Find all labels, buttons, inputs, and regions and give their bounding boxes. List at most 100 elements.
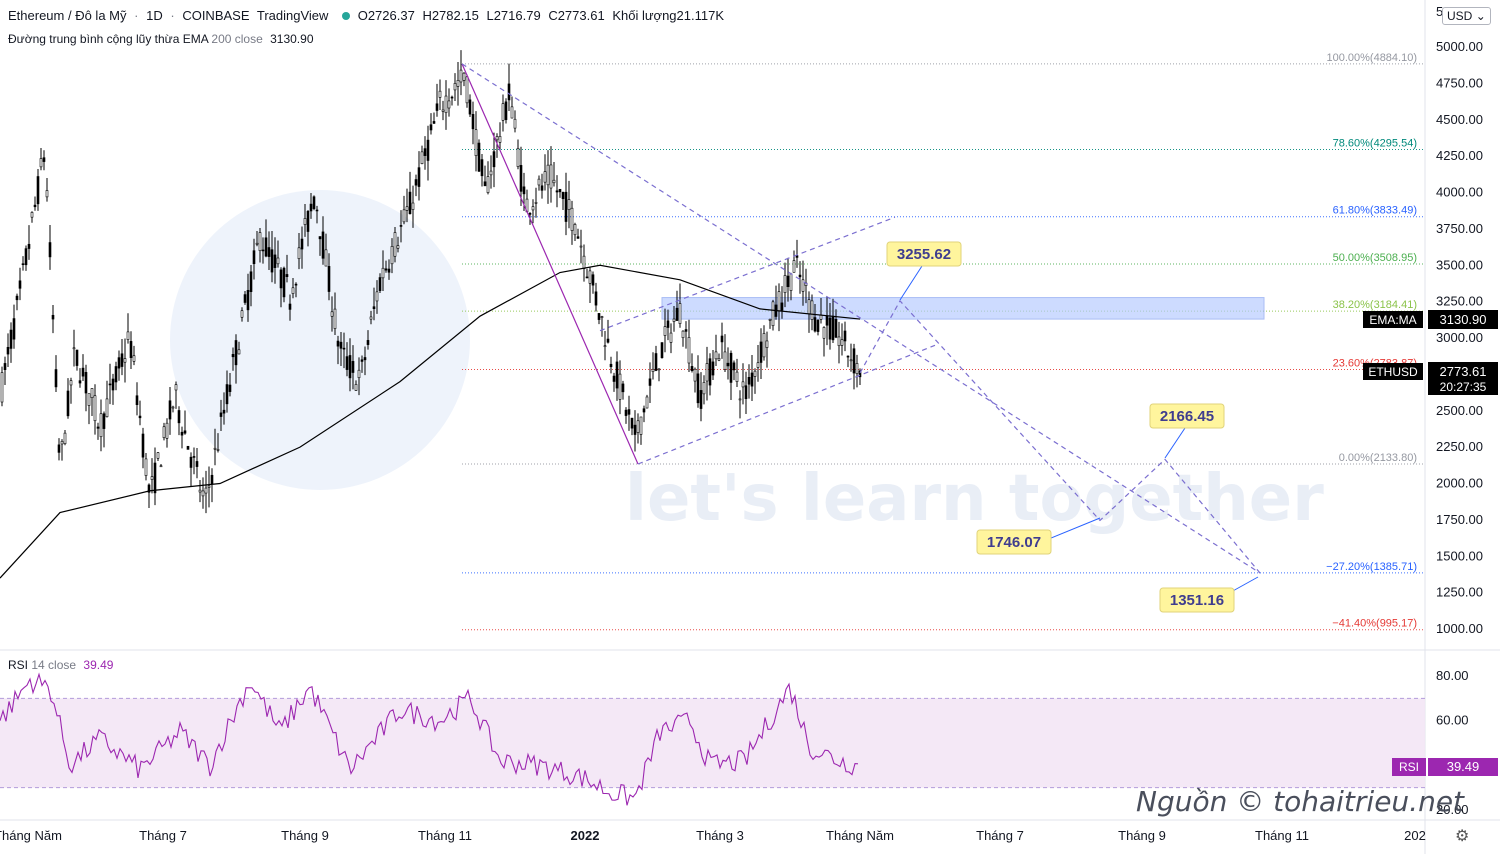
candle-body — [528, 213, 532, 215]
candle-body — [237, 349, 241, 355]
candle-body — [249, 271, 253, 293]
candle-body — [678, 303, 682, 324]
candle-body — [54, 369, 58, 388]
candle-body — [240, 310, 244, 318]
candle-body — [612, 375, 616, 382]
time-axis-label: Tháng 11 — [418, 828, 472, 843]
rsi-tick-label: 60.00 — [1436, 713, 1469, 728]
candle-body — [423, 148, 427, 156]
candle-body — [756, 362, 760, 368]
candle-body — [645, 396, 649, 409]
fib-level-label: −41.40%(995.17) — [1332, 618, 1417, 630]
candle-body — [501, 103, 505, 121]
candle-body — [15, 295, 19, 301]
open-value: 2726.37 — [367, 8, 415, 23]
candle-body — [108, 383, 112, 386]
market-status-icon — [342, 12, 351, 21]
watermark-text: let's learn together — [625, 462, 1324, 536]
candle-body — [648, 378, 652, 386]
candle-body — [195, 461, 199, 467]
time-axis-label: Tháng Năm — [826, 828, 894, 843]
currency-label: USD — [1447, 9, 1473, 23]
candle-body — [840, 339, 844, 346]
symbol-name[interactable]: Ethereum / Đô la Mỹ — [8, 8, 127, 23]
candle-body — [654, 353, 658, 371]
currency-selector[interactable]: USD ⌄ — [1442, 7, 1491, 25]
rsi-band-fill — [0, 698, 1425, 788]
annotation-label: 3255.62 — [897, 246, 951, 263]
candle-body — [441, 109, 445, 112]
candle-body — [852, 348, 856, 374]
candle-body — [264, 237, 268, 257]
last-price-value: 2773.61 — [1440, 364, 1487, 379]
candle-body — [729, 352, 733, 383]
candle-body — [102, 413, 106, 429]
candle-body — [537, 178, 541, 186]
ema-legend[interactable]: Đường trung bình cộng lũy thừa EMA 200 c… — [8, 32, 314, 46]
candle-body — [651, 368, 655, 372]
ema-label: Đường trung bình cộng lũy thừa EMA — [8, 32, 209, 46]
time-axis-label: Tháng 3 — [696, 828, 744, 843]
fib-level-label: 38.20%(3184.41) — [1333, 299, 1417, 311]
low-value: 2716.79 — [493, 8, 541, 23]
last-price-label-bg — [1363, 363, 1423, 380]
price-tick-label: 2500.00 — [1436, 403, 1483, 418]
interval[interactable]: 1D — [146, 8, 163, 23]
candle-body — [369, 316, 373, 320]
candle-body — [162, 426, 166, 438]
price-tick-label: 4750.00 — [1436, 75, 1483, 90]
candle-body — [27, 243, 31, 249]
candle-body — [810, 300, 814, 320]
candle-body — [696, 373, 700, 404]
candle-body — [219, 412, 223, 417]
rsi-legend[interactable]: RSI 14 close 39.49 — [8, 658, 113, 672]
candle-body — [177, 410, 181, 424]
candle-body — [567, 199, 571, 210]
candle-body — [51, 314, 55, 320]
time-axis-label: Tháng 9 — [1118, 828, 1166, 843]
candle-body — [720, 335, 724, 343]
price-tick-label: 1250.00 — [1436, 585, 1483, 600]
candle-body — [636, 420, 640, 433]
annotation-label: 2166.45 — [1160, 408, 1214, 425]
candle-body — [228, 384, 232, 392]
candle-body — [141, 433, 145, 458]
candle-body — [741, 381, 745, 388]
time-axis-label: Tháng 7 — [139, 828, 187, 843]
candle-body — [105, 398, 109, 418]
candle-body — [642, 408, 646, 413]
candle-body — [582, 255, 586, 269]
fib-level-label: 78.60%(4295.54) — [1333, 137, 1417, 149]
candle-body — [399, 225, 403, 227]
high-value: 2782.15 — [431, 8, 479, 23]
candle-body — [570, 207, 574, 231]
candle-body — [726, 362, 730, 367]
candle-body — [753, 370, 757, 377]
candle-body — [147, 484, 151, 493]
price-tick-label: 5000.00 — [1436, 39, 1483, 54]
candle-body — [792, 260, 796, 273]
candle-body — [330, 311, 334, 317]
rsi-label: RSI — [8, 658, 29, 672]
candle-body — [669, 332, 673, 343]
candle-body — [384, 268, 388, 271]
candle-body — [555, 190, 559, 193]
candle-body — [318, 236, 322, 240]
candle-body — [447, 100, 451, 109]
price-tick-label: 3250.00 — [1436, 294, 1483, 309]
candle-body — [558, 188, 562, 193]
candle-body — [123, 358, 127, 363]
gear-icon[interactable]: ⚙ — [1455, 828, 1470, 845]
candle-body — [474, 129, 478, 156]
candle-body — [411, 202, 415, 210]
candle-body — [429, 124, 433, 131]
candle-body — [510, 106, 514, 119]
candle-body — [210, 474, 214, 485]
candle-body — [255, 242, 259, 245]
ascending-support-line — [637, 344, 936, 465]
low-label: L — [486, 8, 494, 23]
rsi-value: 39.49 — [83, 658, 114, 672]
candle-body — [750, 372, 754, 387]
candle-body — [519, 165, 523, 192]
